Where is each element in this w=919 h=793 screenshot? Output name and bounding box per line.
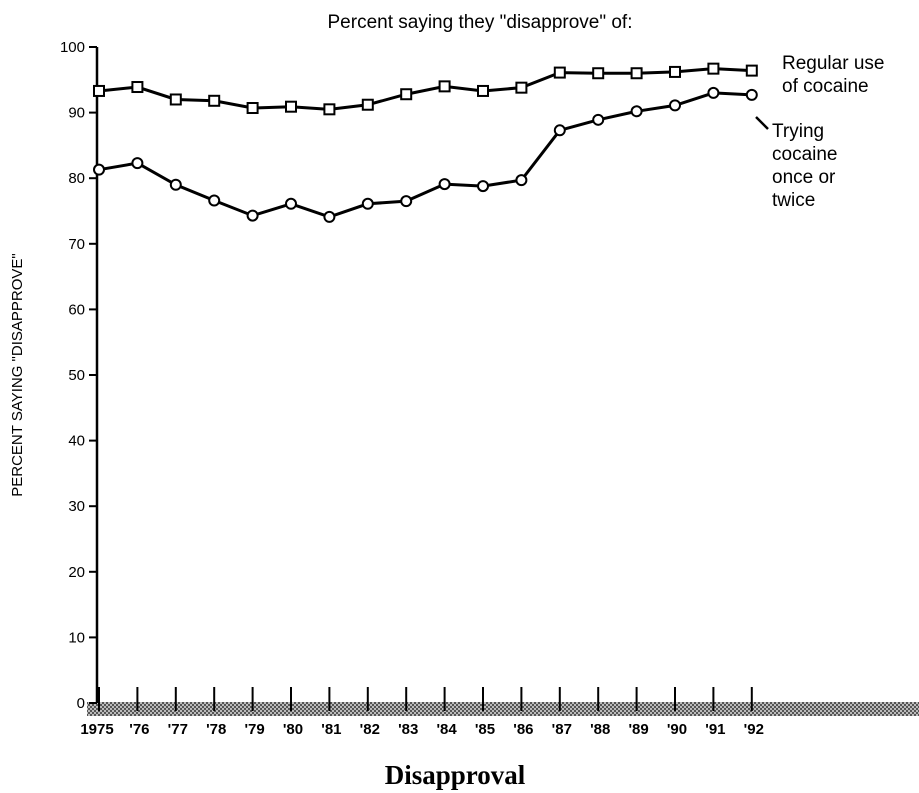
x-tick-label: '86 (513, 721, 533, 738)
point-marker (361, 197, 374, 210)
point-marker (169, 93, 182, 106)
x-tick-label: '90 (667, 721, 687, 738)
point-marker (169, 178, 182, 191)
x-tick-label: 1975 (80, 721, 113, 738)
point-marker (745, 88, 758, 101)
x-tick-label: '88 (590, 721, 610, 738)
point-marker (323, 103, 336, 116)
point-marker (361, 98, 374, 111)
point-marker (553, 124, 566, 137)
point-marker (515, 81, 528, 94)
point-marker (477, 180, 489, 193)
point-marker (707, 86, 720, 99)
point-marker (93, 163, 105, 176)
x-tick-label: '82 (360, 721, 380, 738)
y-tick-label: 10 (68, 629, 85, 646)
point-marker (438, 178, 451, 191)
x-tick-label: '91 (705, 721, 725, 738)
point-marker (592, 113, 605, 126)
y-tick-label: 40 (68, 433, 85, 450)
x-tick-label: '76 (129, 721, 149, 738)
y-tick-label: 30 (68, 498, 85, 515)
series-label: Regular use of cocaine (782, 53, 885, 97)
point-marker (208, 194, 221, 207)
x-tick-label: '80 (283, 721, 303, 738)
point-marker (285, 100, 297, 113)
point-marker (669, 65, 681, 78)
point-marker (669, 99, 681, 112)
point-marker (630, 67, 643, 80)
y-axis-label: PERCENT SAYING "DISAPPROVE" (9, 253, 26, 497)
y-tick-label: 0 (77, 695, 85, 712)
x-tick-label: '92 (744, 721, 764, 738)
point-marker (323, 210, 336, 223)
x-tick-label: '85 (475, 721, 495, 738)
x-tick-label: '78 (206, 721, 226, 738)
caption: Disapproval (385, 760, 526, 790)
point-marker (208, 94, 221, 107)
point-marker (246, 102, 259, 115)
leader-line (755, 116, 769, 130)
point-marker (630, 105, 643, 118)
point-marker (400, 88, 413, 101)
y-tick-label: 100 (60, 39, 85, 56)
point-marker (515, 174, 528, 187)
x-tick-label: '87 (552, 721, 572, 738)
point-marker (477, 84, 489, 97)
y-tick-label: 90 (68, 105, 85, 122)
series-label-box: Trying cocaine once or twice (772, 121, 838, 211)
x-tick-label: '79 (244, 721, 264, 738)
y-tick-label: 80 (68, 170, 85, 187)
point-marker (553, 66, 566, 79)
chart-title: Percent saying they "disapprove" of: (328, 12, 633, 33)
point-marker (131, 81, 144, 94)
series-line (98, 67, 752, 111)
x-axis-band (87, 702, 919, 716)
x-tick-label: '89 (628, 721, 648, 738)
point-marker (707, 62, 720, 75)
point-marker (592, 67, 605, 80)
series-label: Trying cocaine once or twice (772, 121, 838, 211)
point-marker (93, 84, 105, 97)
y-tick-label: 20 (68, 564, 85, 581)
y-tick-label: 70 (68, 236, 85, 253)
point-marker (438, 80, 451, 93)
series-label-box: Regular use of cocaine (782, 53, 885, 97)
x-tick-label: '84 (436, 721, 457, 738)
x-tick-label: '81 (321, 721, 341, 738)
point-marker (131, 157, 144, 170)
point-marker (400, 195, 413, 208)
y-tick-label: 50 (68, 367, 85, 384)
point-marker (246, 209, 259, 222)
y-tick-label: 60 (68, 301, 85, 318)
x-tick-label: '77 (168, 721, 188, 738)
point-marker (285, 197, 297, 210)
series-line (98, 91, 752, 219)
x-tick-label: '83 (398, 721, 418, 738)
point-marker (745, 64, 758, 77)
